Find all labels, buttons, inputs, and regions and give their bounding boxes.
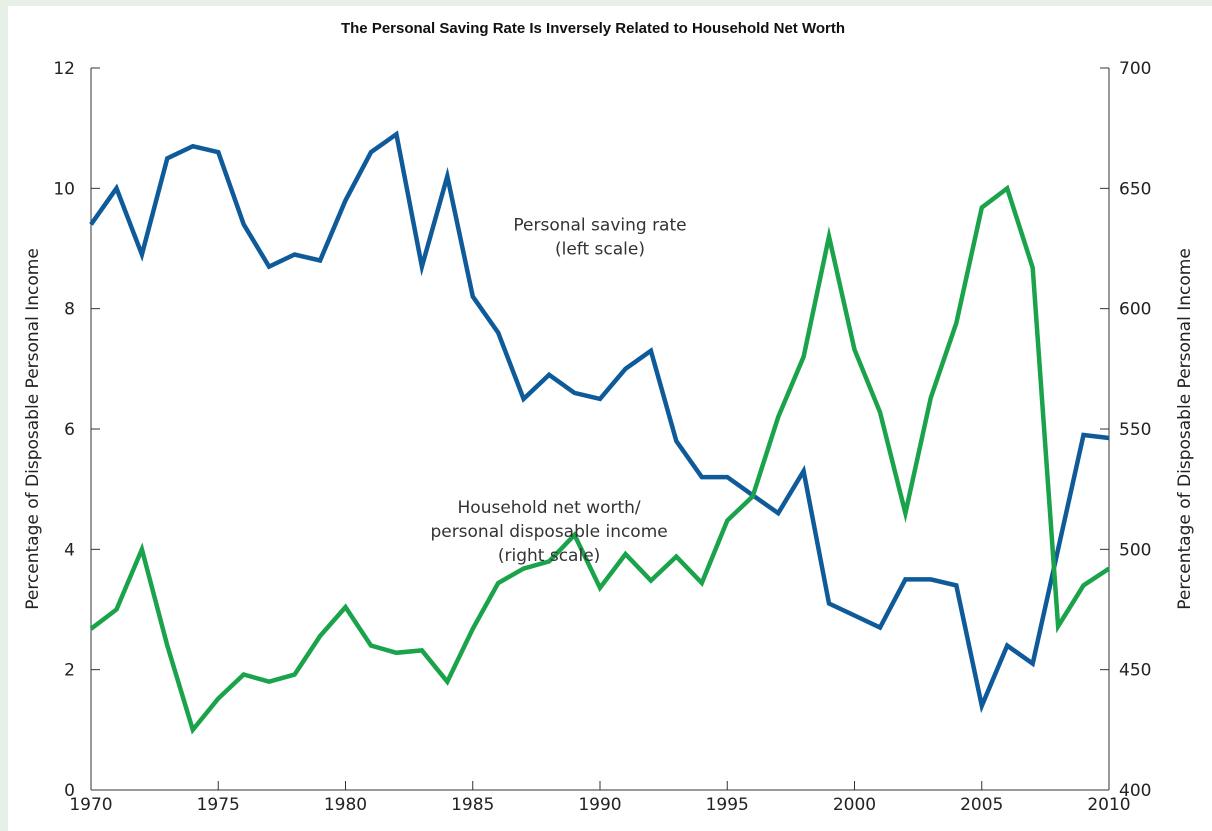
y-right-tick-label: 600 [1119, 300, 1151, 320]
x-tick-label: 2005 [960, 795, 1003, 815]
x-tick-label: 1980 [324, 795, 367, 815]
y-left-tick-label: 10 [53, 179, 75, 199]
annotation-layer: Personal saving rate (left scale) Househol… [430, 215, 686, 566]
x-tick-label: 1995 [706, 795, 749, 815]
annotation-line: Household net worth/ [458, 498, 641, 518]
y-right-tick-label: 500 [1119, 540, 1151, 560]
x-tick-label: 1975 [197, 795, 240, 815]
y-right-tick-label: 450 [1119, 661, 1151, 681]
y-left-tick-label: 2 [64, 661, 75, 681]
x-tick-label: 2010 [1087, 795, 1130, 815]
saving-rate-annotation: Personal saving rate (left scale) [513, 215, 686, 259]
y-right-tick-label: 400 [1119, 781, 1151, 801]
y-left-tick-label: 4 [64, 540, 75, 560]
x-tick-label: 1970 [69, 795, 112, 815]
annotation-line: personal disposable income [430, 522, 667, 542]
y-left-tick-label: 12 [53, 59, 75, 79]
line-chart: The Personal Saving Rate Is Inversely Re… [23, 20, 1195, 815]
axes: 1970 1975 1980 1985 1990 1995 2000 2005 2010 0 2 4 6… [53, 59, 1151, 815]
y-right-tick-label: 550 [1119, 420, 1151, 440]
y-axis-right-title: Percentage of Disposable Personal Income [1175, 248, 1195, 610]
chart-panel: The Personal Saving Rate Is Inversely Re… [8, 6, 1212, 831]
x-tick-label: 1990 [578, 795, 621, 815]
x-tick-label: 1985 [451, 795, 494, 815]
y-left-tick-label: 0 [64, 781, 75, 801]
annotation-line: (right scale) [498, 546, 600, 566]
y-right-tick-label: 650 [1119, 179, 1151, 199]
annotation-line: Personal saving rate [513, 215, 686, 235]
x-tick-label: 2000 [833, 795, 876, 815]
y-axis-left-title: Percentage of Disposable Personal Income [23, 248, 43, 610]
net-worth-ratio-line [89, 184, 1111, 735]
saving-rate-line [89, 130, 1110, 714]
y-right-tick-label: 700 [1119, 59, 1151, 79]
y-left-tick-label: 8 [64, 300, 75, 320]
chart-title: The Personal Saving Rate Is Inversely Re… [341, 20, 845, 37]
net-worth-annotation: Household net worth/personal disposable … [430, 498, 667, 566]
y-left-tick-label: 6 [64, 420, 75, 440]
series-layer [89, 130, 1111, 735]
annotation-line: (left scale) [555, 239, 645, 259]
